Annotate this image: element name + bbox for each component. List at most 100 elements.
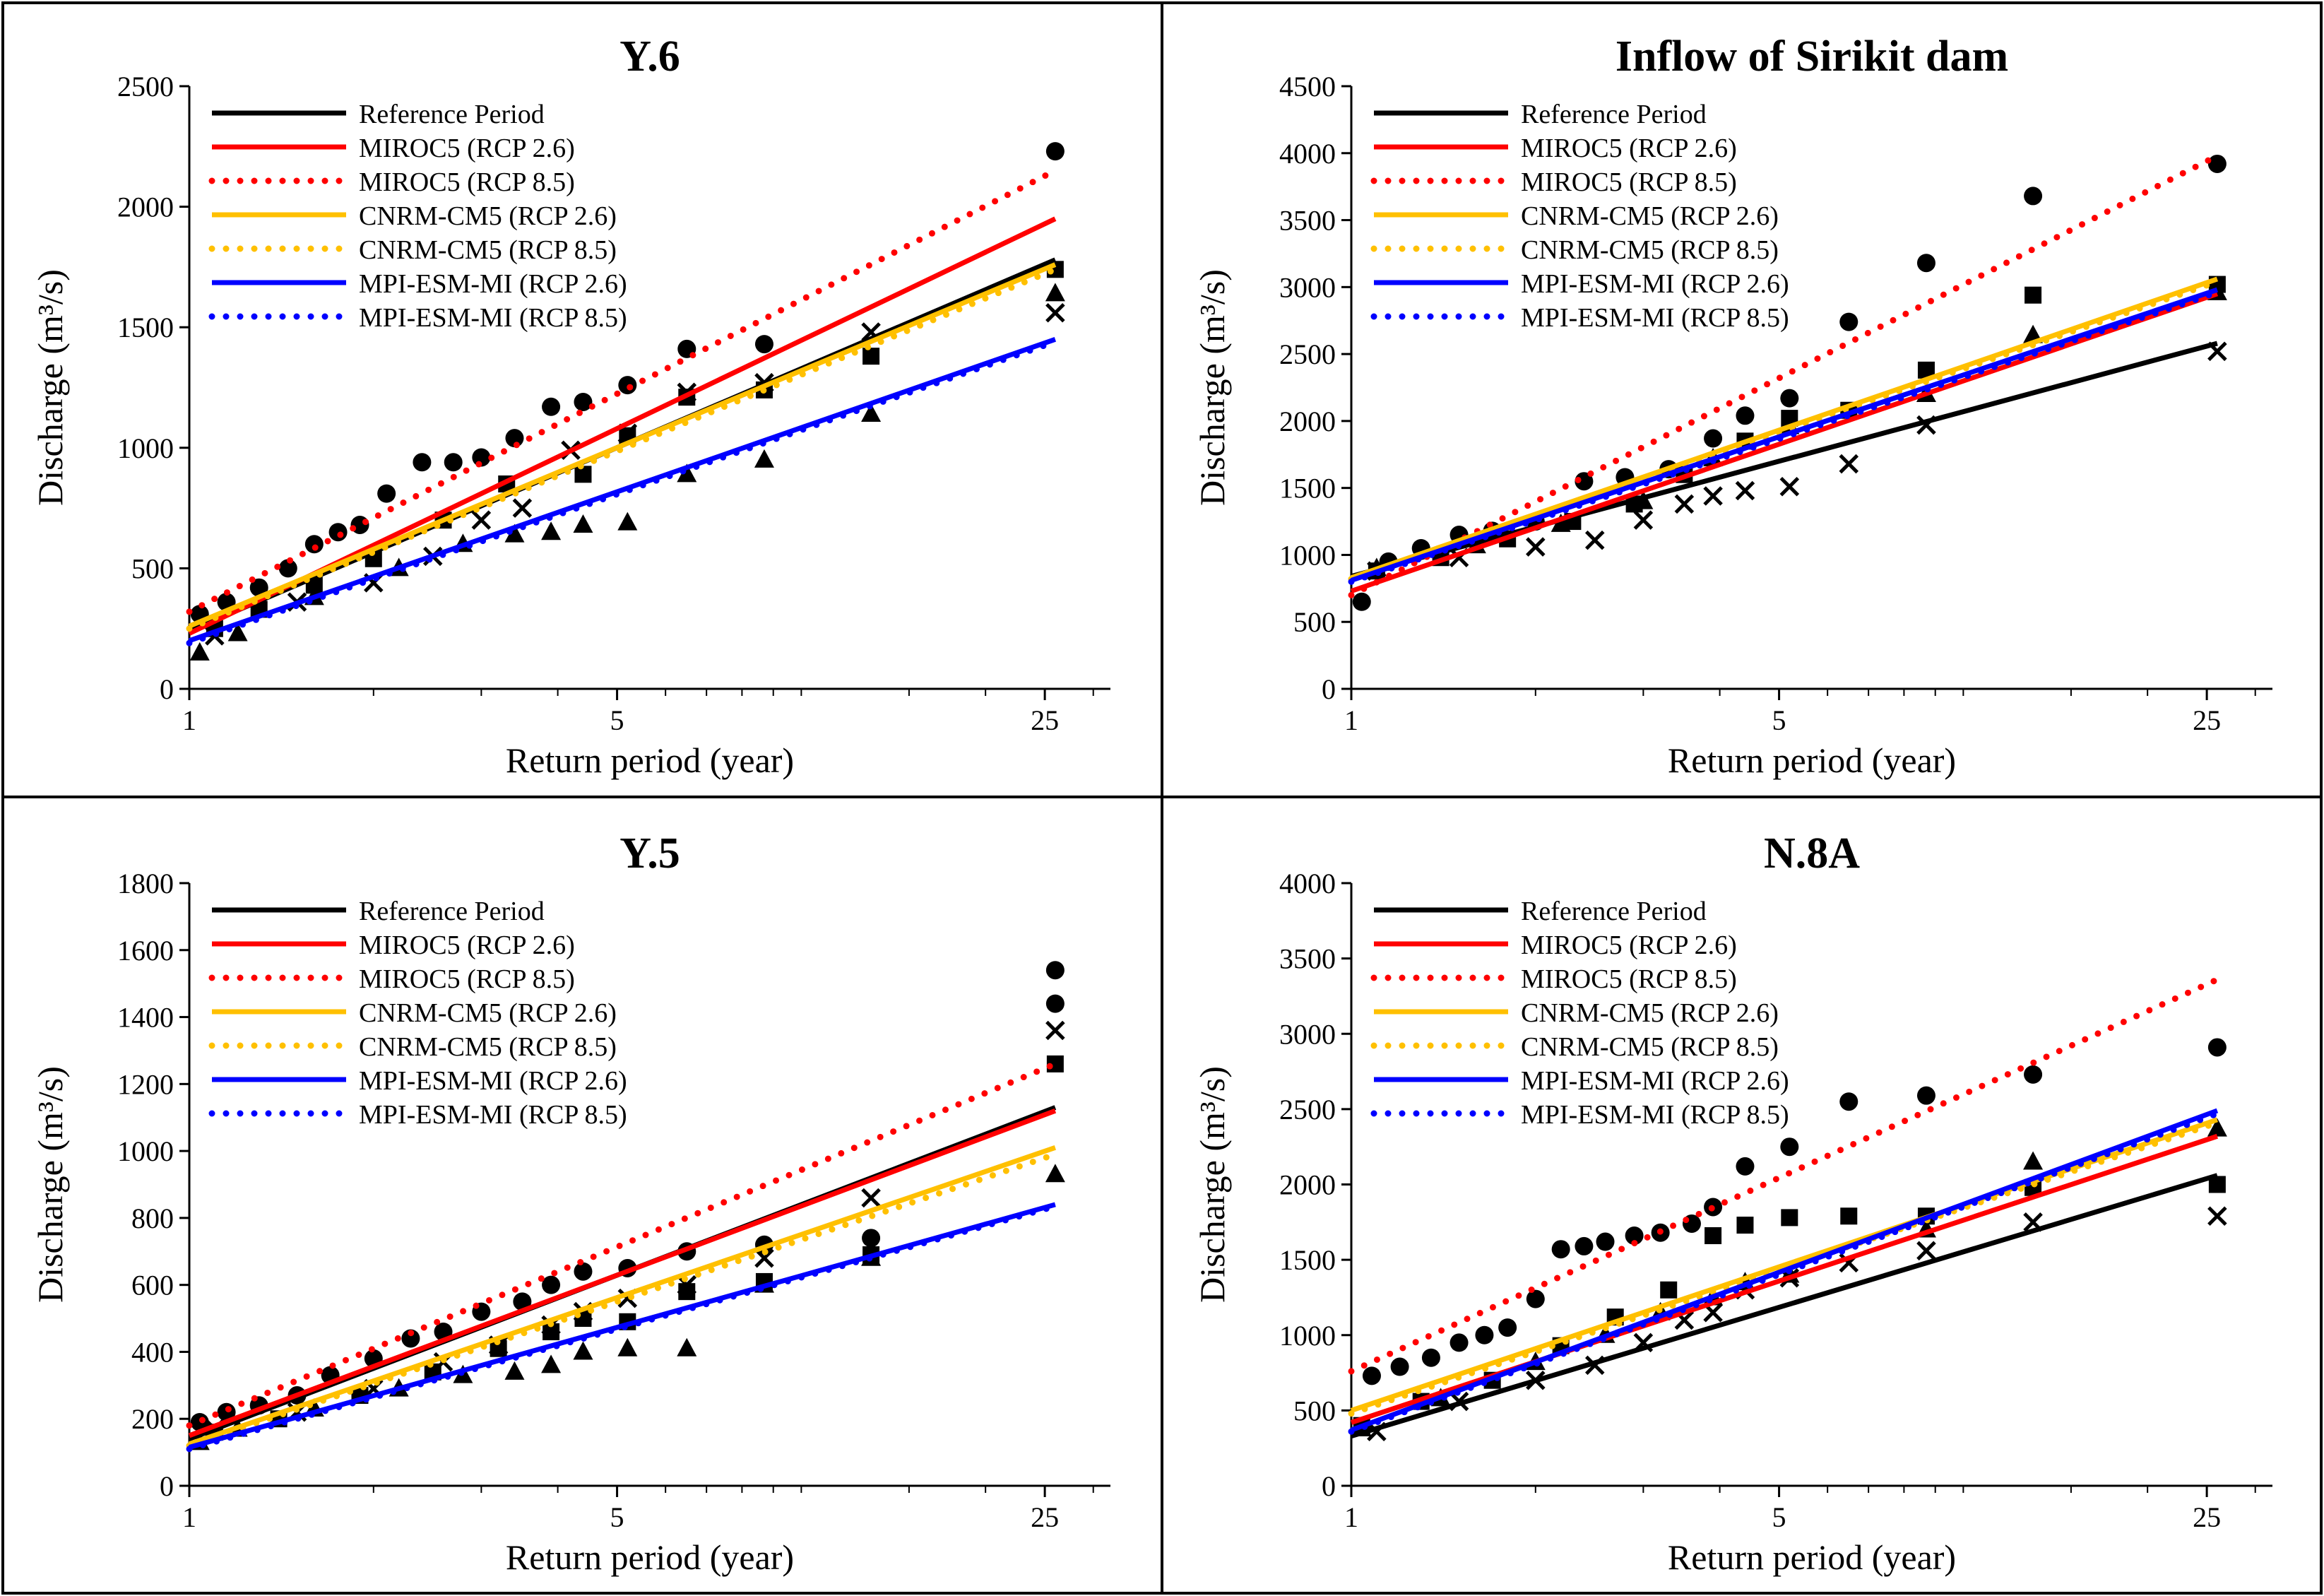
x-axis-label: Return period (year) [1668,1537,1956,1577]
circle-point [754,335,773,354]
circle-point [444,453,463,472]
circle-point [278,559,297,578]
circle-point [1390,1357,1409,1376]
cross-point [1045,302,1065,323]
legend-label: MIROC5 (RCP 8.5) [1521,167,1737,197]
circle-point [1352,592,1371,611]
trend-line-miroc5-rcp-2-6 [188,1108,1057,1438]
triangle-point [677,1337,697,1356]
square-point [2024,286,2042,304]
legend-label: Reference Period [1521,897,1707,926]
trend-line-cnrm-cm5-rcp-8-5 [186,1151,1059,1449]
legend-label: CNRM-CM5 (RCP 8.5) [359,1032,617,1062]
y-tick-label: 1000 [1279,539,1336,571]
y-tick-label: 3500 [1279,943,1336,975]
y-tick-label: 600 [131,1270,174,1301]
circle-point [542,1275,561,1294]
y-tick-label: 200 [131,1403,174,1435]
circle-point [1780,1137,1799,1157]
square-point [1736,1217,1754,1234]
y-tick-label: 3000 [1279,271,1336,303]
circle-point [2024,187,2043,206]
legend-label: MPI-ESM-MI (RCP 8.5) [1521,303,1789,333]
circle-point [542,397,561,416]
circle-point [1704,429,1723,448]
triangle-point [617,1337,638,1356]
circle-point [1045,994,1065,1013]
triangle-point [677,463,697,483]
circle-point [1839,312,1858,331]
y-tick-label: 4500 [1279,71,1336,102]
trend-line-miroc5-rcp-2-6 [1350,291,2219,593]
y-axis-label: Discharge (m³/s) [1192,269,1232,506]
x-tick-label: 5 [610,1501,624,1533]
triangle-point [504,524,525,543]
y-tick-label: 1400 [117,1002,174,1034]
y-tick-label: 400 [131,1336,174,1368]
triangle-point [541,1354,562,1373]
circle-point [1526,1289,1545,1308]
chart-panel-y5: Y.5 0 200 400 600 800 1000 1200 1400 1600 1800 1 5 25… [30,829,1110,1577]
x-tick-label: 25 [2193,704,2221,736]
circle-point [505,429,524,448]
legend-label: MIROC5 (RCP 2.6) [1521,134,1737,163]
y-tick-label: 0 [1322,1470,1336,1502]
triangle-point [541,521,562,540]
trend-line-cnrm-cm5-rcp-2-6 [188,1145,1057,1447]
triangle-point [1045,283,1065,302]
x-tick-label: 25 [2193,1501,2221,1533]
triangle-point [1045,1164,1065,1183]
triangle-point [573,514,593,533]
y-axis-label: Discharge (m³/s) [1192,1066,1232,1303]
cross-point [1839,454,1859,474]
y-tick-label: 1200 [117,1068,174,1100]
circle-point [1839,1092,1858,1111]
legend-label: MPI-ESM-MI (RCP 2.6) [1521,269,1789,299]
triangle-point [754,449,774,468]
chart-title: Inflow of Sirikit dam [1615,32,2008,81]
legend-label: CNRM-CM5 (RCP 2.6) [359,201,617,231]
y-axis-label: Discharge (m³/s) [30,269,70,506]
circle-point [574,392,593,411]
cross-point [1916,1241,1936,1261]
circle-point [328,523,348,542]
circle-point [618,376,637,395]
x-axis-label: Return period (year) [506,740,794,780]
chart-panel-y6: Y.6 0 500 1000 1500 2000 2500 1 5 25 Return period… [30,32,1110,780]
circle-point [1045,961,1065,980]
y-tick-label: 0 [1322,673,1336,705]
circle-point [1045,142,1065,161]
y-tick-label: 0 [160,673,174,705]
x-tick-label: 5 [610,704,624,736]
cross-point [512,498,533,518]
circle-point [1780,389,1799,408]
circle-point [249,578,268,597]
cross-point [1526,537,1546,557]
cross-point [471,510,492,530]
trend-line-cnrm-cm5-rcp-8-5 [1348,1119,2221,1417]
cross-point [1703,486,1723,506]
x-tick-label: 25 [1031,1501,1059,1533]
trend-line-miroc5-rcp-8-5 [186,1060,1059,1429]
trend-line-mpi-esm-mi-rcp-8-5 [1348,289,2221,585]
circle-point [574,1262,593,1281]
trend-line-cnrm-cm5-rcp-8-5 [186,266,1059,632]
y-tick-label: 4000 [1279,138,1336,170]
triangle-point [1551,513,1571,532]
circle-point [1475,1325,1494,1344]
y-tick-label: 2000 [117,191,174,223]
cross-point [1779,477,1800,497]
trend-line-mpi-esm-mi-rcp-8-5 [186,1202,1059,1453]
circle-point [1736,406,1755,425]
x-tick-label: 1 [1344,1501,1358,1533]
chart-title: Y.6 [619,32,680,81]
legend-label: CNRM-CM5 (RCP 2.6) [1521,201,1779,231]
legend-label: CNRM-CM5 (RCP 8.5) [1521,1032,1779,1062]
y-tick-label: 500 [1293,606,1336,638]
y-tick-label: 1000 [117,1135,174,1167]
cross-point [2207,1206,2227,1226]
legend-label: CNRM-CM5 (RCP 2.6) [1521,998,1779,1028]
legend-label: MIROC5 (RCP 8.5) [359,167,575,197]
x-axis-label: Return period (year) [1668,740,1956,780]
